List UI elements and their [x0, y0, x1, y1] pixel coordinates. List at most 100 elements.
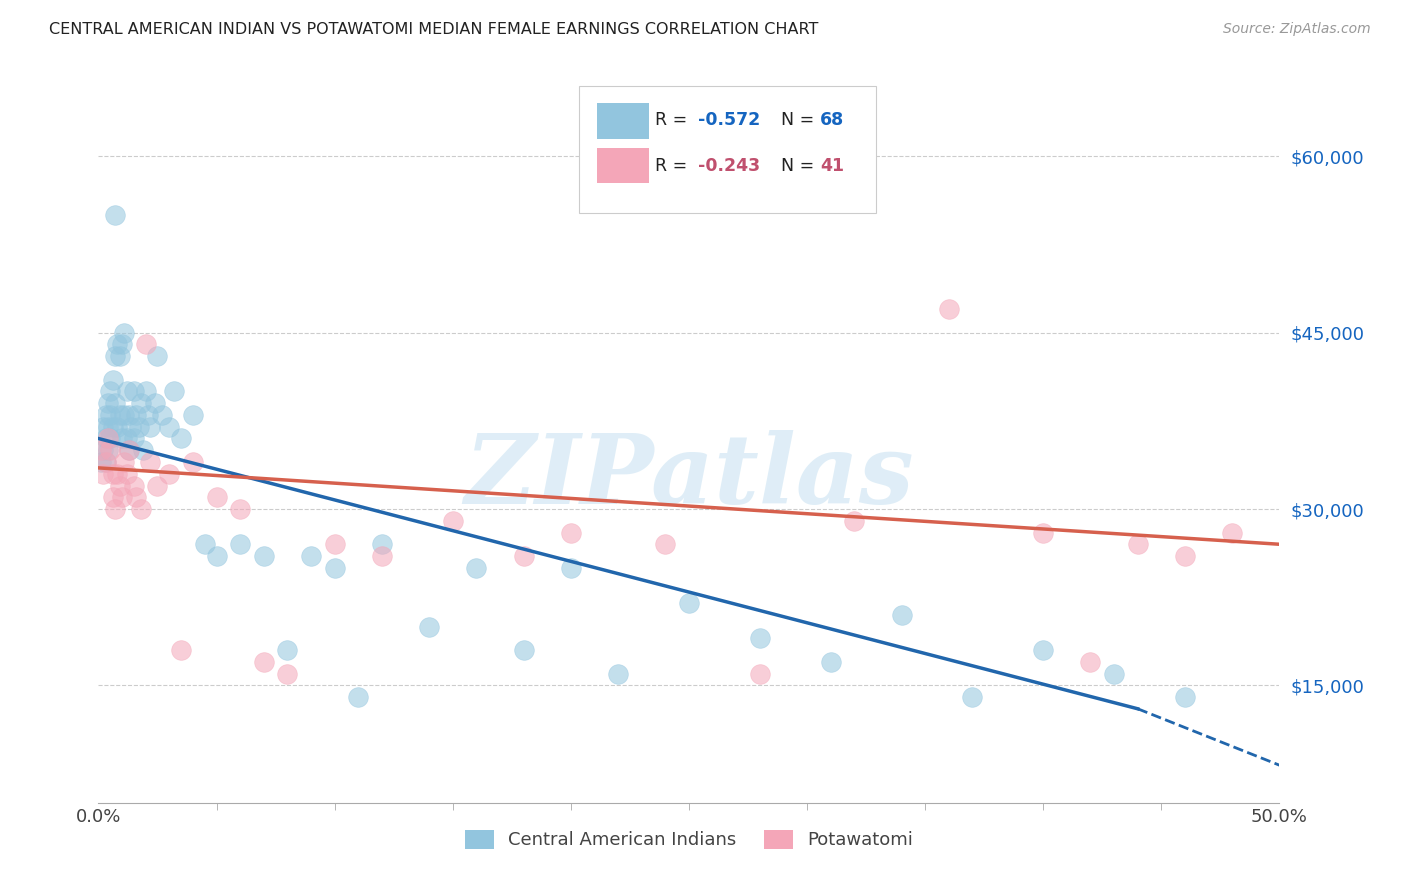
Point	[1220, 525, 1243, 540]
Text: R =: R =	[655, 157, 692, 175]
Point	[512, 643, 534, 657]
Point	[118, 443, 141, 458]
Point	[112, 455, 135, 469]
Point	[323, 537, 346, 551]
Point	[101, 490, 124, 504]
Point	[90, 455, 112, 469]
Point	[97, 432, 120, 446]
Point	[122, 384, 145, 399]
Point	[654, 537, 676, 551]
Point	[108, 478, 131, 492]
Text: -0.243: -0.243	[699, 157, 761, 175]
Point	[418, 619, 440, 633]
Point	[150, 408, 173, 422]
Point	[104, 502, 127, 516]
Point	[560, 561, 582, 575]
Point	[205, 490, 228, 504]
Point	[111, 490, 134, 504]
Point	[118, 408, 141, 422]
Point	[90, 443, 112, 458]
Point	[1032, 643, 1054, 657]
Point	[139, 455, 162, 469]
Point	[135, 337, 157, 351]
Point	[678, 596, 700, 610]
Point	[98, 443, 121, 458]
Text: 68: 68	[820, 112, 844, 129]
Point	[748, 666, 770, 681]
Point	[181, 455, 204, 469]
Point	[181, 408, 204, 422]
Point	[122, 478, 145, 492]
Point	[91, 419, 114, 434]
FancyBboxPatch shape	[596, 147, 648, 183]
Point	[101, 467, 124, 481]
Point	[299, 549, 322, 563]
Text: 41: 41	[820, 157, 844, 175]
Point	[105, 419, 128, 434]
Point	[104, 396, 127, 410]
Point	[129, 502, 152, 516]
Point	[163, 384, 186, 399]
Point	[108, 408, 131, 422]
Point	[125, 490, 148, 504]
Point	[205, 549, 228, 563]
Point	[890, 607, 912, 622]
Text: N =: N =	[770, 112, 820, 129]
Point	[560, 525, 582, 540]
Point	[104, 349, 127, 363]
Point	[844, 514, 866, 528]
Point	[91, 467, 114, 481]
FancyBboxPatch shape	[579, 87, 876, 212]
Legend: Central American Indians, Potawatomi: Central American Indians, Potawatomi	[458, 823, 920, 856]
Point	[229, 502, 252, 516]
Point	[229, 537, 252, 551]
Point	[97, 443, 120, 458]
Point	[101, 419, 124, 434]
Point	[276, 666, 298, 681]
Text: R =: R =	[655, 112, 692, 129]
FancyBboxPatch shape	[596, 103, 648, 138]
Text: -0.572: -0.572	[699, 112, 761, 129]
Point	[253, 549, 276, 563]
Point	[97, 419, 120, 434]
Point	[108, 349, 131, 363]
Point	[104, 208, 127, 222]
Point	[347, 690, 370, 704]
Point	[98, 432, 121, 446]
Point	[170, 432, 193, 446]
Point	[371, 549, 394, 563]
Point	[820, 655, 842, 669]
Text: ZIPatlas: ZIPatlas	[464, 430, 914, 524]
Point	[135, 384, 157, 399]
Point	[91, 443, 114, 458]
Point	[441, 514, 464, 528]
Point	[94, 432, 117, 446]
Point	[938, 302, 960, 317]
Point	[112, 408, 135, 422]
Point	[170, 643, 193, 657]
Point	[101, 373, 124, 387]
Point	[105, 467, 128, 481]
Point	[157, 467, 180, 481]
Point	[111, 337, 134, 351]
Point	[139, 419, 162, 434]
Point	[962, 690, 984, 704]
Point	[94, 408, 117, 422]
Point	[122, 432, 145, 446]
Point	[115, 467, 138, 481]
Point	[253, 655, 276, 669]
Text: Source: ZipAtlas.com: Source: ZipAtlas.com	[1223, 22, 1371, 37]
Point	[143, 396, 166, 410]
Point	[94, 455, 117, 469]
Point	[94, 455, 117, 469]
Point	[121, 419, 143, 434]
Text: N =: N =	[770, 157, 820, 175]
Point	[1174, 690, 1197, 704]
Point	[146, 478, 169, 492]
Point	[276, 643, 298, 657]
Point	[1174, 549, 1197, 563]
Point	[98, 384, 121, 399]
Point	[115, 384, 138, 399]
Point	[323, 561, 346, 575]
Point	[607, 666, 630, 681]
